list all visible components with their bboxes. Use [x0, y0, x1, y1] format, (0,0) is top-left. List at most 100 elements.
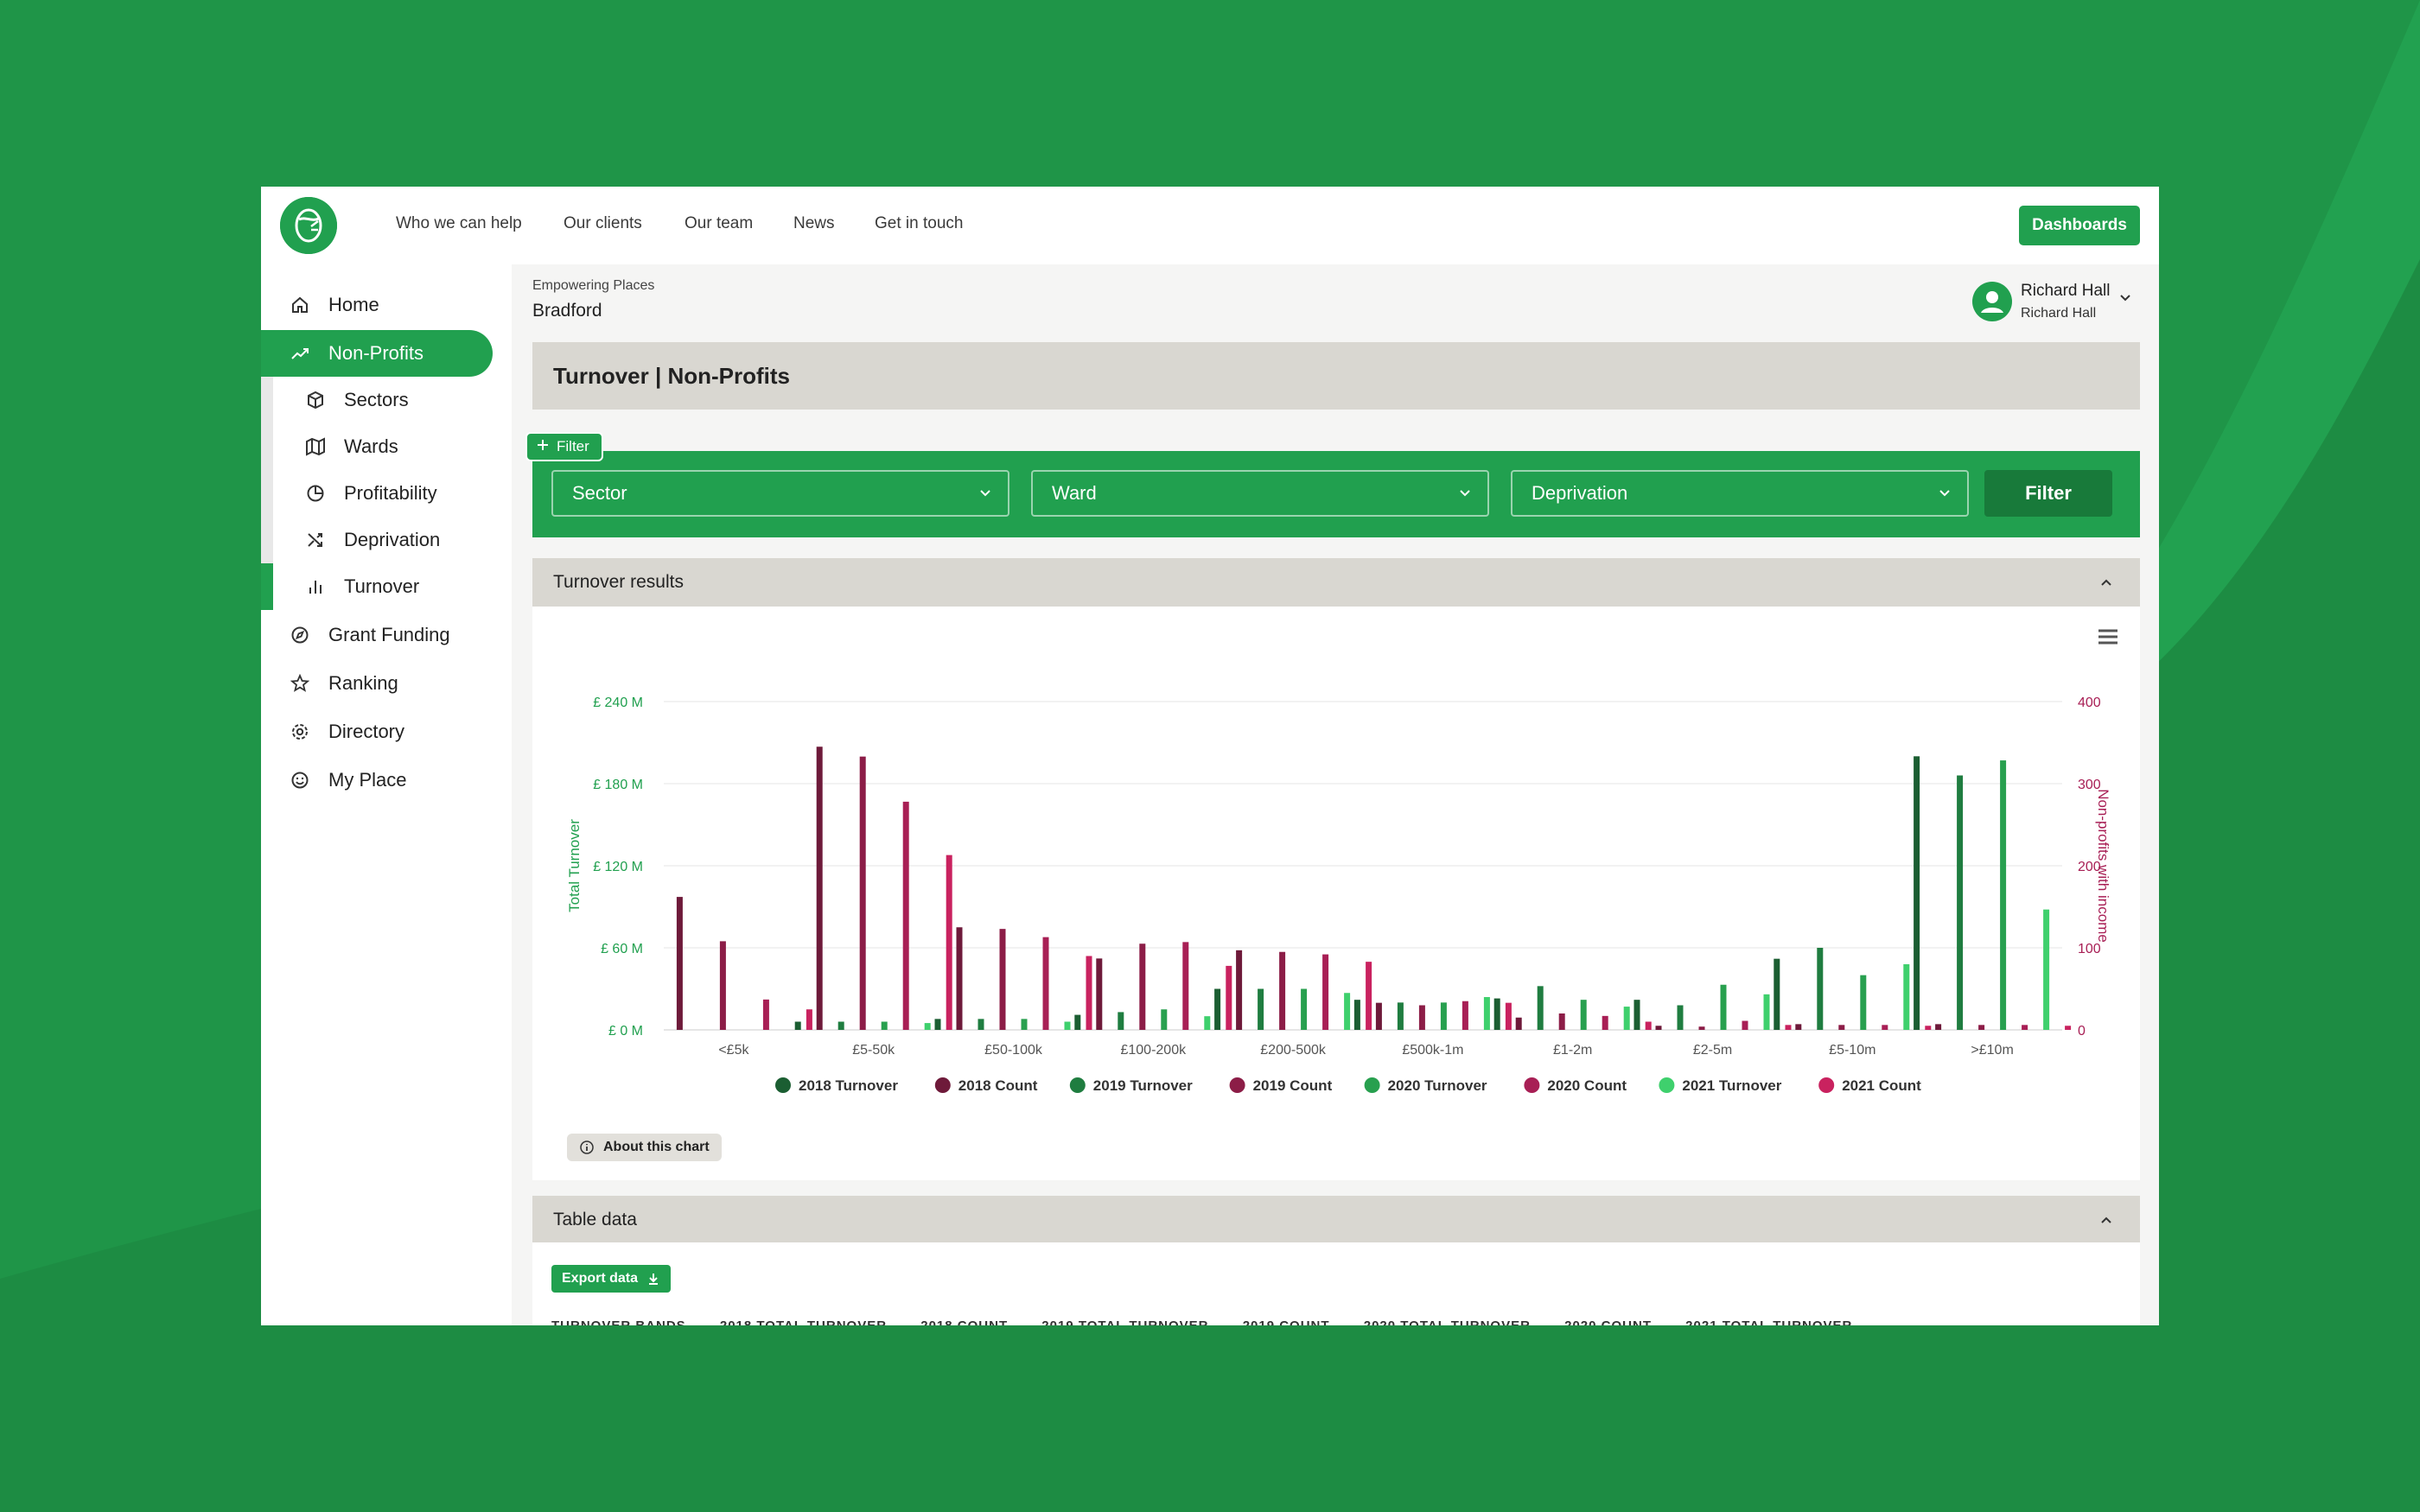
avatar[interactable]	[1972, 282, 2012, 321]
chevron-up-icon[interactable]	[2098, 575, 2114, 590]
page-title-bar: Turnover | Non-Profits	[532, 342, 2140, 410]
x-tick-label: £100-200k	[1120, 1043, 1187, 1058]
column-header[interactable]: 2019 COUNT	[1243, 1318, 1330, 1325]
chart-bar	[859, 756, 866, 1030]
brand-logo[interactable]	[280, 197, 337, 254]
column-header[interactable]: 2021 TOTAL TURNOVER	[1685, 1318, 1852, 1325]
x-tick-label: £1-2m	[1553, 1043, 1592, 1058]
main-content: Empowering Places Bradford Richard Hall …	[512, 264, 2159, 1325]
chevron-down-icon	[1460, 490, 1470, 497]
sidebar-item-home[interactable]: Home	[261, 282, 493, 328]
chart-bar	[1795, 1024, 1802, 1030]
sidebar-item-directory[interactable]: Directory	[261, 708, 493, 755]
chart-bar	[2022, 1025, 2028, 1030]
chart-bar	[806, 1009, 812, 1030]
user-subtitle: Richard Hall	[2021, 306, 2097, 321]
chart-panel: £ 0 M 0 £ 60 M 100 £ 120 M 200 £ 180 M 300 £ 240…	[532, 607, 2140, 1180]
about-chart-button[interactable]: About this chart	[567, 1134, 722, 1161]
chart-bar	[1279, 951, 1286, 1030]
ward-select[interactable]: Ward	[1031, 470, 1489, 517]
legend-label: 2018 Count	[958, 1077, 1038, 1094]
sidebar-item-turnover[interactable]: Turnover	[273, 563, 512, 610]
home-icon	[289, 294, 311, 316]
nav-our-team[interactable]: Our team	[685, 214, 754, 232]
breadcrumb-parent[interactable]: Empowering Places	[532, 278, 655, 293]
chart-bar	[676, 897, 683, 1030]
chart-bar	[794, 1021, 801, 1030]
chart-bar	[1925, 1026, 1932, 1030]
chart-bar	[934, 1019, 941, 1030]
column-header[interactable]: 2018 TOTAL TURNOVER	[720, 1318, 887, 1325]
deprivation-select[interactable]: Deprivation	[1511, 470, 1969, 517]
chart-bar	[1914, 756, 1920, 1030]
chart-bar	[1366, 962, 1372, 1030]
menu-icon[interactable]	[2097, 627, 2119, 646]
column-header[interactable]: 2020 COUNT	[1564, 1318, 1652, 1325]
column-header[interactable]: 2020 TOTAL TURNOVER	[1364, 1318, 1531, 1325]
legend-label: 2021 Count	[1842, 1077, 1921, 1094]
turnover-results-header[interactable]: Turnover results	[532, 558, 2140, 607]
sidebar-item-deprivation[interactable]: Deprivation	[273, 517, 512, 563]
y-tick-label: £ 120 M	[593, 860, 643, 874]
chart-bar	[1344, 993, 1351, 1030]
filter-button[interactable]: Filter	[1984, 470, 2112, 517]
sidebar-item-my-place[interactable]: My Place	[261, 757, 493, 804]
chart-bar	[1785, 1025, 1792, 1030]
legend-marker	[1818, 1077, 1835, 1093]
y2-tick-label: 100	[2078, 942, 2101, 956]
section-title: Turnover results	[553, 572, 684, 592]
x-tick-label: >£10m	[1971, 1043, 2013, 1058]
chart-bar	[956, 927, 963, 1030]
sidebar-item-ranking[interactable]: Ranking	[261, 660, 493, 707]
legend-marker	[1524, 1077, 1540, 1093]
sidebar-item-label: Profitability	[344, 482, 437, 504]
x-tick-label: £5-10m	[1829, 1043, 1876, 1058]
sector-select[interactable]: Sector	[551, 470, 1009, 517]
sidebar: Home Non-Profits Sectors Wards	[261, 264, 512, 1325]
legend-label: 2020 Turnover	[1388, 1077, 1487, 1094]
column-header[interactable]: 2018 COUNT	[920, 1318, 1008, 1325]
table-data-header[interactable]: Table data	[532, 1196, 2140, 1244]
column-header[interactable]: TURNOVER BANDS	[551, 1318, 686, 1325]
chart-bar	[816, 746, 823, 1030]
sidebar-item-grant-funding[interactable]: Grant Funding	[261, 612, 493, 658]
x-tick-label: £50-100k	[984, 1043, 1043, 1058]
chart-bar	[1580, 1000, 1587, 1030]
x-tick-label: £200-500k	[1260, 1043, 1327, 1058]
y2-tick-label: 0	[2078, 1024, 2086, 1039]
pie-icon	[304, 482, 327, 505]
export-data-button[interactable]: Export data	[551, 1265, 672, 1293]
chart-bar	[1742, 1020, 1748, 1030]
sidebar-item-profitability[interactable]: Profitability	[273, 470, 512, 517]
sidebar-item-label: Directory	[328, 721, 405, 742]
chevron-down-icon[interactable]	[2118, 290, 2133, 306]
nav-news[interactable]: News	[793, 214, 835, 232]
chart-bar	[1882, 1025, 1888, 1030]
chart-bar	[1139, 943, 1146, 1030]
sidebar-item-label: Deprivation	[344, 529, 441, 550]
nav-our-clients[interactable]: Our clients	[564, 214, 642, 232]
user-icon	[1981, 291, 2003, 313]
nav-get-in-touch[interactable]: Get in touch	[875, 214, 964, 232]
chart-bar	[1483, 997, 1490, 1030]
legend-marker	[1069, 1077, 1086, 1093]
sidebar-item-non-profits[interactable]: Non-Profits	[261, 330, 493, 377]
chart-bar	[762, 999, 769, 1030]
cube-icon	[304, 389, 327, 411]
chevron-up-icon[interactable]	[2098, 1212, 2114, 1228]
sidebar-item-wards[interactable]: Wards	[273, 423, 512, 470]
sidebar-item-sectors[interactable]: Sectors	[273, 377, 512, 423]
top-navigation: Who we can help Our clients Our team New…	[261, 187, 2159, 265]
chart-bar	[837, 1021, 844, 1030]
dashboards-button[interactable]: Dashboards	[2019, 206, 2140, 245]
user-name[interactable]: Richard Hall	[2021, 282, 2111, 300]
y2-axis-title: Non-profits with income	[2095, 789, 2111, 943]
chart-bar	[902, 801, 909, 1030]
submenu-indicator-active	[261, 563, 273, 610]
column-header[interactable]: 2019 TOTAL TURNOVER	[1041, 1318, 1208, 1325]
chart-bar	[1258, 988, 1264, 1030]
filter-toggle[interactable]: Filter	[525, 432, 603, 461]
nav-who-we-can-help[interactable]: Who we can help	[396, 214, 522, 232]
x-tick-label: £2-5m	[1693, 1043, 1732, 1058]
chart-bar	[1440, 1002, 1447, 1030]
